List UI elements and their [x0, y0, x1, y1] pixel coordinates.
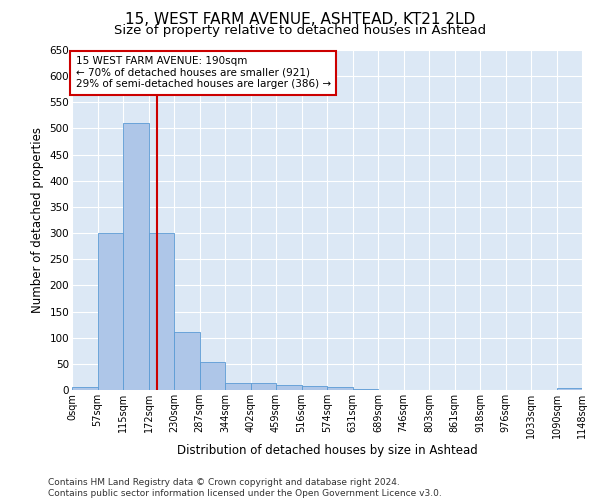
- Bar: [276, 385, 302, 390]
- Bar: [225, 383, 251, 390]
- X-axis label: Distribution of detached houses by size in Ashtead: Distribution of detached houses by size …: [176, 444, 478, 456]
- Bar: [557, 388, 582, 390]
- Bar: [302, 386, 327, 390]
- Text: Size of property relative to detached houses in Ashtead: Size of property relative to detached ho…: [114, 24, 486, 37]
- Y-axis label: Number of detached properties: Number of detached properties: [31, 127, 44, 313]
- Bar: [123, 123, 149, 390]
- Bar: [327, 388, 353, 390]
- Text: 15, WEST FARM AVENUE, ASHTEAD, KT21 2LD: 15, WEST FARM AVENUE, ASHTEAD, KT21 2LD: [125, 12, 475, 28]
- Text: 15 WEST FARM AVENUE: 190sqm
← 70% of detached houses are smaller (921)
29% of se: 15 WEST FARM AVENUE: 190sqm ← 70% of det…: [76, 56, 331, 90]
- Bar: [97, 233, 123, 390]
- Bar: [353, 389, 378, 390]
- Text: Contains HM Land Registry data © Crown copyright and database right 2024.
Contai: Contains HM Land Registry data © Crown c…: [48, 478, 442, 498]
- Bar: [251, 383, 276, 390]
- Bar: [149, 233, 174, 390]
- Bar: [199, 362, 225, 390]
- Bar: [174, 332, 199, 390]
- Bar: [72, 388, 97, 390]
